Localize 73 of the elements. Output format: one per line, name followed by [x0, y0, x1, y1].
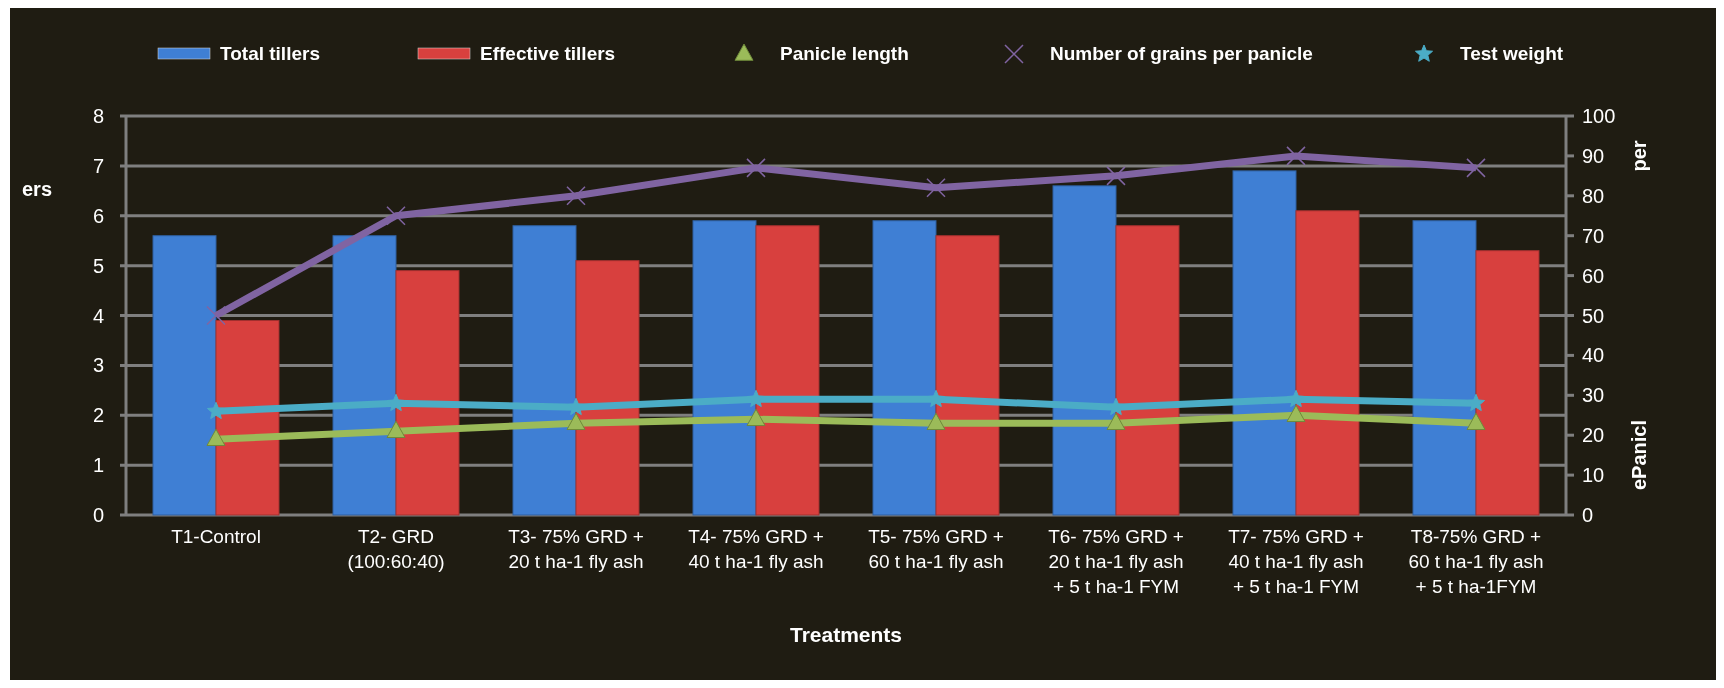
y2-tick-label: 0: [1582, 504, 1594, 526]
legend-label: Panicle length: [780, 43, 909, 64]
point: [1106, 412, 1126, 431]
point: [386, 393, 406, 412]
bar: [575, 260, 640, 516]
point: [566, 186, 586, 206]
point: [206, 401, 226, 420]
y2-tick-label: 80: [1582, 184, 1605, 207]
bar: [152, 235, 217, 516]
legend-label: Total tillers: [220, 43, 320, 64]
bar: [872, 220, 937, 516]
x-axis-title: Treatments: [789, 623, 903, 646]
point: [566, 412, 586, 431]
y-tick-label: 0: [92, 504, 104, 526]
y-tick-label: 4: [92, 304, 104, 327]
point: [926, 412, 946, 431]
bar: [1475, 250, 1540, 516]
y2-tick-label: 70: [1582, 224, 1605, 247]
y-tick-label: 2: [92, 404, 104, 427]
point: [746, 408, 766, 427]
point: [1286, 404, 1306, 423]
x-tick-label: T2- GRD (100:60:40): [347, 526, 445, 572]
bar: [935, 235, 1000, 516]
y-axis-title: ers: [22, 178, 53, 200]
bar: [1412, 220, 1477, 516]
y-tick-label: 6: [92, 204, 104, 227]
bar: [395, 270, 460, 516]
y2-tick-label: 20: [1582, 424, 1605, 447]
x-tick-label: T5- 75% GRD + 60 t ha-1 fly ash: [868, 526, 1004, 572]
bar: [512, 225, 577, 516]
point: [746, 158, 766, 178]
bar: [215, 319, 280, 516]
x-tick-label: T7- 75% GRD + 40 t ha-1 fly ash + 5 t ha-1 FYM: [1228, 526, 1364, 597]
point: [1466, 412, 1486, 431]
legend-label: Number of grains per panicle: [1050, 43, 1313, 64]
y2-axis-title: ePanicl: [1628, 419, 1650, 491]
bar: [755, 225, 820, 516]
point: [206, 428, 226, 446]
y-tick-label: 5: [92, 254, 104, 277]
x-tick-label: T4- 75% GRD + 40 t ha-1 fly ash: [688, 526, 824, 572]
x-tick-label: T3- 75% GRD + 20 t ha-1 fly ash: [508, 526, 644, 572]
point: [1466, 158, 1486, 178]
point: [206, 305, 226, 326]
point: [386, 206, 406, 226]
point: [1286, 146, 1306, 166]
y2-tick-label: 40: [1582, 344, 1605, 367]
point: [1106, 166, 1126, 186]
legend-label: Test weight: [1460, 43, 1564, 64]
bar: [1052, 185, 1117, 516]
y2-tick-label: 30: [1582, 384, 1605, 407]
bar: [1232, 170, 1297, 516]
bar: [1295, 210, 1360, 516]
x-tick-label: T8-75% GRD + 60 t ha-1 fly ash + 5 t ha-1FYM: [1408, 526, 1544, 597]
x-tick-label: T6- 75% GRD + 20 t ha-1 fly ash + 5 t ha-1 FYM: [1048, 526, 1184, 597]
point: [1286, 389, 1306, 408]
point: [386, 420, 406, 439]
point: [926, 178, 946, 198]
bar: [692, 220, 757, 516]
y2-tick-label: 10: [1582, 464, 1605, 487]
legend-label: Effective tillers: [480, 43, 616, 64]
x-tick-label: T1-Control: [171, 526, 261, 547]
y-tick-label: 8: [92, 105, 104, 127]
bar: [1115, 225, 1180, 516]
y2-tick-label: 90: [1582, 144, 1605, 167]
y2-tick-label: 100: [1582, 105, 1616, 127]
y2-tick-label: 60: [1582, 264, 1605, 287]
y-tick-label: 1: [92, 454, 104, 477]
y-tick-label: 7: [92, 154, 104, 177]
point: [746, 389, 766, 408]
text: per: [1628, 140, 1650, 172]
y2-tick-label: 50: [1582, 304, 1605, 327]
bar: [332, 235, 397, 516]
y-tick-label: 3: [92, 354, 104, 377]
